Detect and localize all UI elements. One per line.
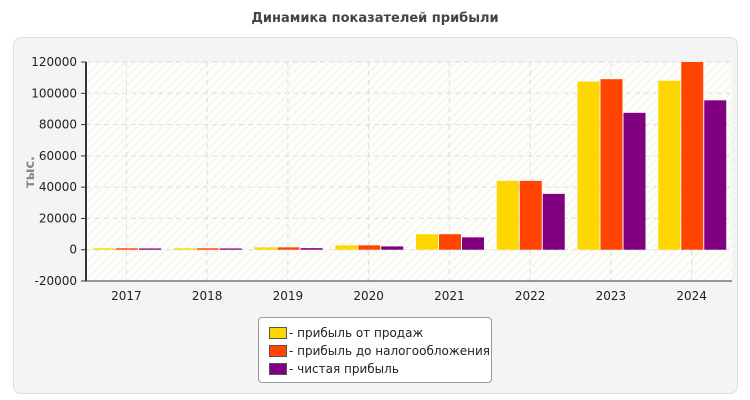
bar-2024-0 — [658, 80, 681, 250]
bar-2023-1 — [600, 79, 623, 250]
x-tick-label: 2017 — [111, 289, 142, 303]
legend-label: - прибыль от продаж — [289, 326, 424, 340]
bar-2017-0 — [93, 248, 115, 250]
x-tick-label: 2020 — [353, 289, 384, 303]
bar-2018-2 — [219, 248, 242, 250]
y-tick-label: -20000 — [34, 274, 77, 288]
y-axis-label: тыс. — [23, 156, 38, 188]
legend-item: - чистая прибыль — [269, 362, 399, 376]
y-tick-label: 120000 — [31, 55, 77, 69]
legend-swatch — [269, 345, 287, 357]
bar-2019-2 — [300, 248, 323, 250]
bar-2021-0 — [416, 234, 438, 250]
bar-2021-2 — [462, 237, 484, 250]
y-tick-label: 40000 — [39, 180, 77, 194]
y-tick-label: 100000 — [31, 86, 77, 100]
bar-2023-2 — [623, 112, 646, 250]
legend-item: - прибыль от продаж — [269, 326, 423, 340]
x-tick-label: 2021 — [434, 289, 465, 303]
bar-2019-1 — [277, 247, 300, 250]
x-tick-label: 2018 — [192, 289, 223, 303]
bar-2020-1 — [358, 245, 381, 250]
y-tick-label: 20000 — [39, 211, 77, 225]
legend-item: - прибыль до налогообложения — [269, 344, 490, 358]
bar-2022-2 — [542, 193, 565, 250]
chart-title: Динамика показателей прибыли — [251, 11, 499, 26]
legend-label: - прибыль до налогообложения — [289, 344, 490, 358]
bar-2017-2 — [139, 248, 161, 250]
legend-label: - чистая прибыль — [289, 362, 399, 376]
legend-swatch — [269, 327, 287, 339]
x-tick-label: 2024 — [676, 289, 707, 303]
bar-2022-0 — [496, 180, 519, 250]
bar-2024-2 — [704, 100, 727, 250]
bar-2020-0 — [335, 245, 358, 250]
x-tick-label: 2023 — [596, 289, 627, 303]
legend-swatch — [269, 363, 287, 375]
x-tick-label: 2019 — [273, 289, 304, 303]
y-tick-label: 60000 — [39, 149, 77, 163]
bar-2024-1 — [681, 62, 704, 250]
bar-2022-1 — [519, 180, 542, 250]
legend: - прибыль от продаж - прибыль до налогооб… — [258, 317, 492, 383]
bar-2021-1 — [439, 234, 461, 250]
x-tick-label: 2022 — [515, 289, 546, 303]
y-tick-label: 0 — [69, 243, 77, 257]
bar-2018-0 — [173, 248, 196, 250]
bar-2019-0 — [254, 247, 277, 250]
bar-2017-1 — [116, 248, 138, 250]
y-tick-label: 80000 — [39, 118, 77, 132]
bar-2023-0 — [577, 81, 600, 250]
bar-2020-2 — [381, 246, 404, 250]
bar-2018-1 — [196, 248, 219, 250]
